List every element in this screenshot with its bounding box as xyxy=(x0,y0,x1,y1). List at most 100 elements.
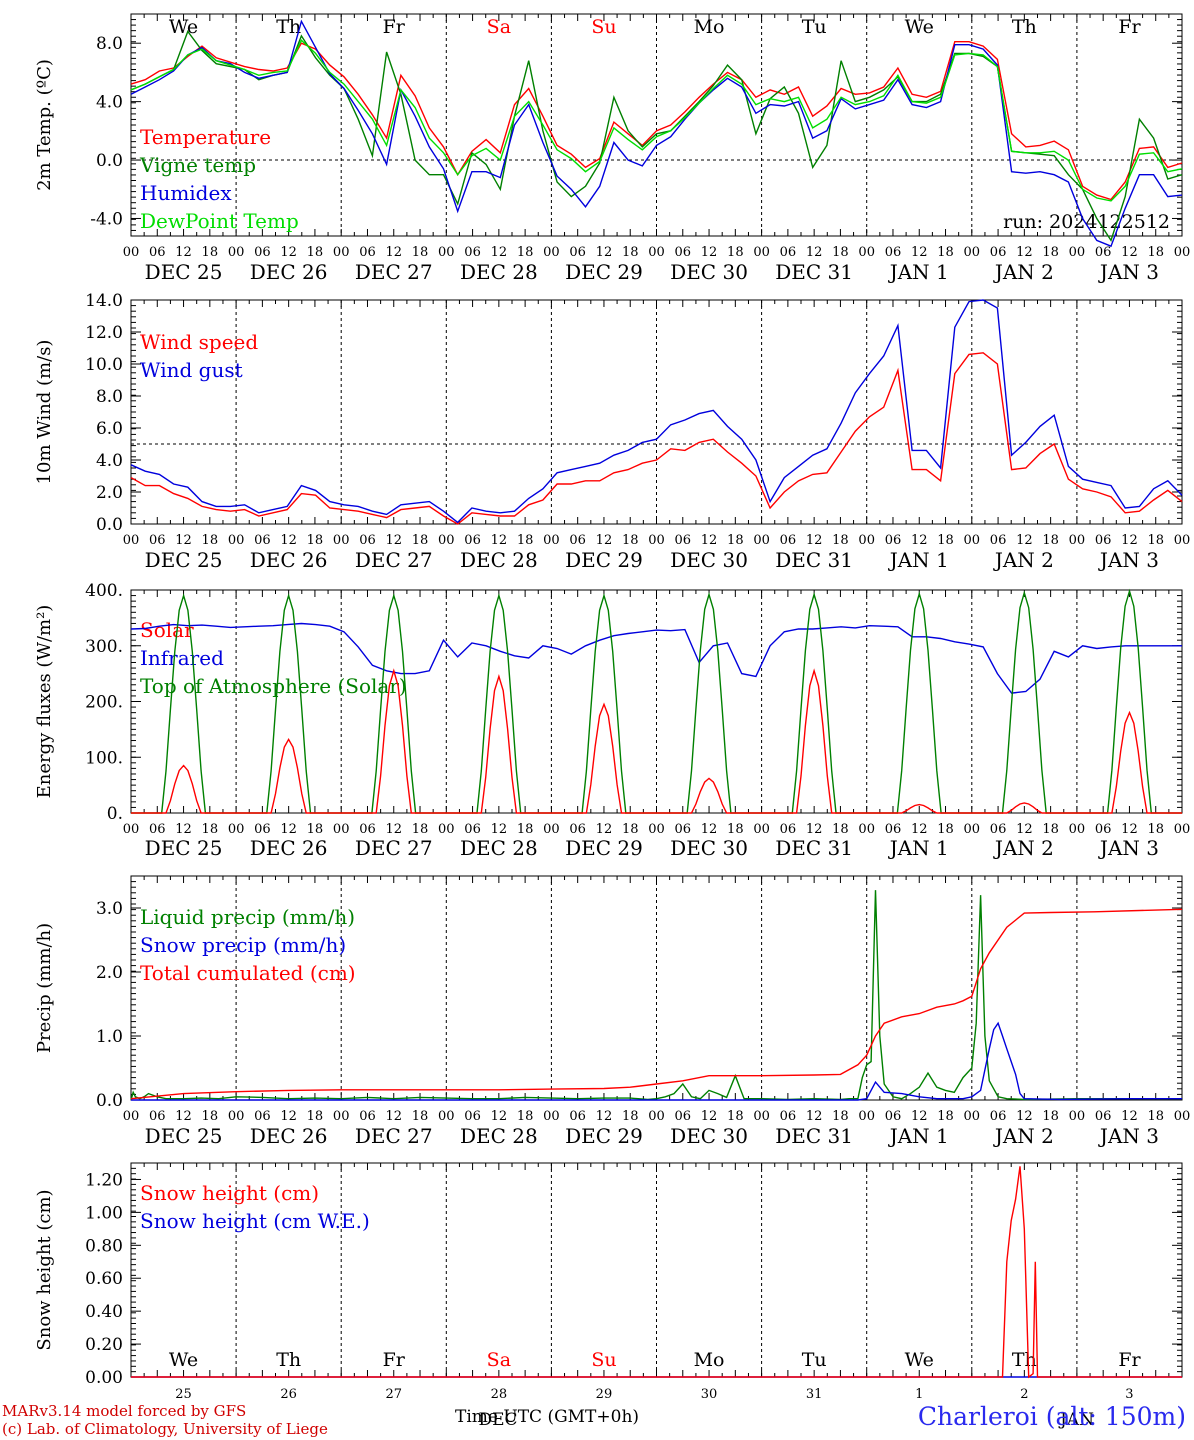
hour-label: 06 xyxy=(254,822,271,837)
date-label: DEC 26 xyxy=(250,260,328,284)
hour-label: 00 xyxy=(858,822,875,837)
hour-label: 12 xyxy=(280,1109,297,1124)
hour-label: 06 xyxy=(1095,533,1112,548)
date-label: DEC 30 xyxy=(670,260,748,284)
y-tick-label: 2.0 xyxy=(96,963,123,983)
hour-label: 12 xyxy=(1016,533,1033,548)
day-name-label: Sa xyxy=(487,16,511,38)
y-tick-label: 0.20 xyxy=(85,1335,123,1355)
date-label: JAN 1 xyxy=(888,548,949,572)
date-label: DEC 31 xyxy=(775,260,853,284)
hour-label: 00 xyxy=(1174,245,1191,260)
date-label: DEC 29 xyxy=(565,1124,643,1148)
legend-entry: DewPoint Temp xyxy=(140,209,299,233)
hour-label: 06 xyxy=(464,533,481,548)
hour-label: 06 xyxy=(780,1109,797,1124)
hour-label: 00 xyxy=(438,533,455,548)
legend-entry: Total cumulated (cm) xyxy=(140,961,356,985)
y-axis-label: Energy fluxes (W/m²) xyxy=(34,605,55,799)
hour-label: 18 xyxy=(1042,245,1059,260)
y-axis-label: 2m Temp. (ºC) xyxy=(34,59,55,191)
hour-label: 18 xyxy=(1147,533,1164,548)
legend-entry: Humidex xyxy=(140,181,232,205)
y-tick-label: -4.0 xyxy=(90,209,123,229)
day-name-label: Fr xyxy=(1118,16,1141,38)
hour-label: 12 xyxy=(385,822,402,837)
day-name-label: Su xyxy=(591,1349,616,1371)
hour-label: 12 xyxy=(701,822,718,837)
date-label: JAN 2 xyxy=(993,548,1054,572)
legend-entry: Snow precip (mm/h) xyxy=(140,933,346,957)
hour-label: 00 xyxy=(438,822,455,837)
hour-label: 12 xyxy=(806,1109,823,1124)
day-number-label: 2 xyxy=(1020,1387,1028,1402)
date-label: DEC 27 xyxy=(355,1124,433,1148)
series-line-humidex xyxy=(130,19,1183,248)
hour-label: 12 xyxy=(911,533,928,548)
hour-label: 06 xyxy=(885,533,902,548)
date-label: DEC 28 xyxy=(460,1124,538,1148)
hour-label: 06 xyxy=(569,822,586,837)
hour-label: 06 xyxy=(675,1109,692,1124)
hour-label: 06 xyxy=(359,245,376,260)
day-number-label: 29 xyxy=(596,1387,613,1402)
y-tick-label: 3.0 xyxy=(96,899,123,919)
day-name-label: Mo xyxy=(694,1349,725,1371)
hour-label: 06 xyxy=(675,245,692,260)
hour-label: 18 xyxy=(202,1109,219,1124)
hour-label: 18 xyxy=(937,1109,954,1124)
y-tick-label: 14.0 xyxy=(85,291,123,311)
date-label: DEC 25 xyxy=(145,260,223,284)
hour-label: 06 xyxy=(780,533,797,548)
hour-label: 12 xyxy=(385,533,402,548)
hour-label: 00 xyxy=(228,822,245,837)
date-label: DEC 31 xyxy=(775,548,853,572)
legend-entry: Wind speed xyxy=(140,330,258,354)
hour-label: 00 xyxy=(123,1109,140,1124)
hour-label: 00 xyxy=(964,245,981,260)
hour-label: 18 xyxy=(517,822,534,837)
model-credit-line-2: (c) Lab. of Climatology, University of L… xyxy=(2,1420,328,1438)
y-tick-label: 0.0 xyxy=(96,151,123,171)
hour-label: 00 xyxy=(753,1109,770,1124)
model-credit-line-1: MARv3.14 model forced by GFS xyxy=(2,1402,247,1420)
hour-label: 12 xyxy=(175,822,192,837)
series-line-infrared xyxy=(130,622,1182,694)
hour-label: 06 xyxy=(990,533,1007,548)
hour-label: 18 xyxy=(832,533,849,548)
day-name-label: We xyxy=(169,1349,198,1371)
hour-label: 12 xyxy=(806,822,823,837)
hour-label: 18 xyxy=(1042,533,1059,548)
day-name-label: Tu xyxy=(802,1349,827,1371)
day-number-label: 1 xyxy=(915,1387,923,1402)
hour-label: 06 xyxy=(359,822,376,837)
y-tick-label: 8.0 xyxy=(96,387,123,407)
y-axis-label: 10m Wind (m/s) xyxy=(34,340,55,485)
y-tick-label: 0.40 xyxy=(85,1302,123,1322)
hour-label: 06 xyxy=(675,533,692,548)
legend-entry: Solar xyxy=(140,618,194,642)
hour-label: 18 xyxy=(202,533,219,548)
hour-label: 12 xyxy=(1121,822,1138,837)
hour-label: 18 xyxy=(937,245,954,260)
hour-label: 18 xyxy=(1147,1109,1164,1124)
hour-label: 18 xyxy=(832,1109,849,1124)
hour-label: 00 xyxy=(858,1109,875,1124)
hour-label: 12 xyxy=(596,245,613,260)
hour-label: 00 xyxy=(333,245,350,260)
day-name-label: Fr xyxy=(383,1349,406,1371)
hour-label: 18 xyxy=(202,245,219,260)
date-label: DEC 30 xyxy=(670,836,748,860)
hour-label: 18 xyxy=(307,822,324,837)
hour-label: 12 xyxy=(701,245,718,260)
day-number-label: 27 xyxy=(385,1387,402,1402)
hour-label: 00 xyxy=(858,533,875,548)
hour-label: 12 xyxy=(1121,245,1138,260)
hour-label: 06 xyxy=(1095,245,1112,260)
day-name-label: Su xyxy=(591,16,616,38)
date-label: JAN 3 xyxy=(1098,836,1159,860)
legend-entry: Snow height (cm W.E.) xyxy=(140,1209,370,1233)
date-label: DEC 31 xyxy=(775,1124,853,1148)
y-tick-label: 4.0 xyxy=(96,93,123,113)
